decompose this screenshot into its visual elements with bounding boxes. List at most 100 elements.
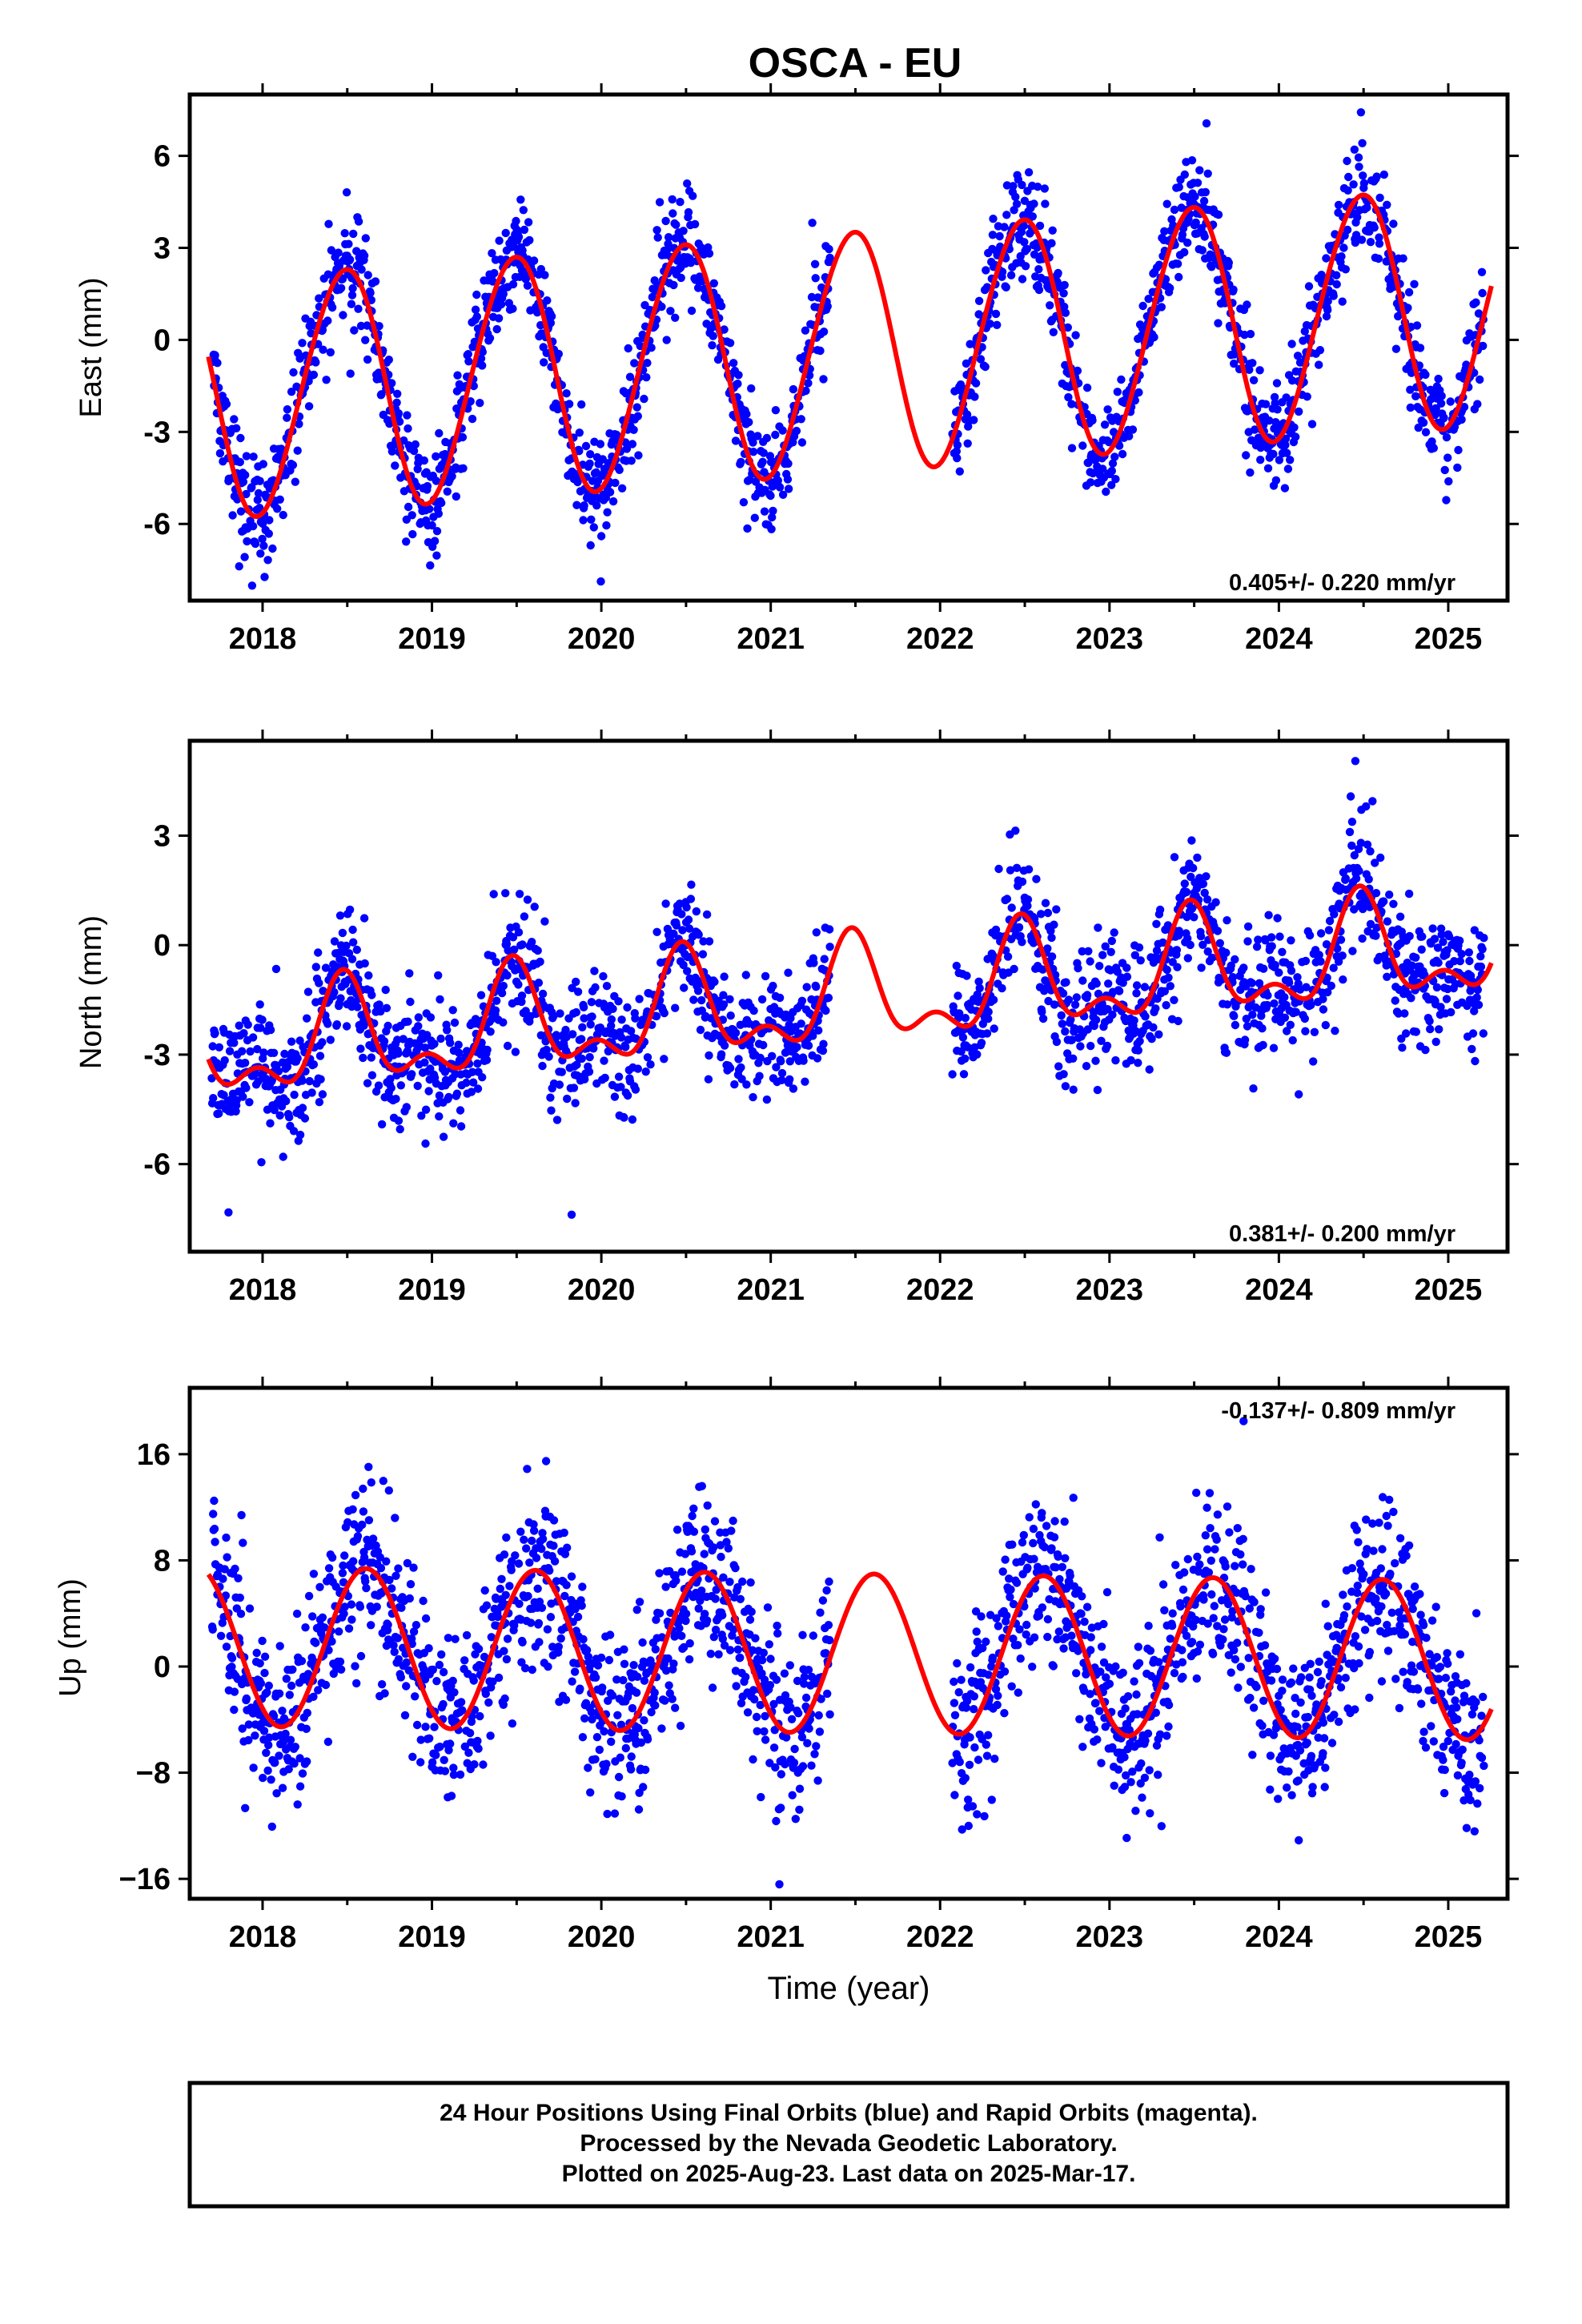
east-data-point [1002, 211, 1010, 219]
north-data-point [1239, 963, 1247, 971]
east-data-point [493, 325, 501, 333]
east-data-point [249, 522, 257, 530]
north-data-point [628, 1116, 636, 1124]
north-data-point [1037, 910, 1045, 918]
up-data-point [460, 1656, 468, 1664]
north-data-point [383, 1022, 391, 1030]
up-data-point [586, 1788, 594, 1796]
up-data-point [544, 1663, 552, 1671]
up-data-point [362, 1584, 370, 1592]
north-data-point [825, 943, 833, 951]
north-data-point [498, 989, 506, 997]
north-data-point [620, 1113, 628, 1121]
up-data-point [644, 1735, 652, 1743]
north-data-point [685, 915, 693, 923]
north-data-point [436, 1035, 444, 1043]
east-data-point [705, 249, 713, 257]
up-data-point [378, 1680, 386, 1688]
north-data-point [634, 1064, 642, 1072]
up-data-point [822, 1586, 830, 1594]
up-data-point [528, 1666, 536, 1674]
east-data-point [327, 348, 335, 356]
north-data-point [536, 958, 544, 966]
up-data-point [436, 1661, 444, 1669]
north-data-point [1428, 924, 1436, 932]
north-data-point [455, 1041, 463, 1049]
up-data-point [267, 1775, 275, 1783]
north-data-point [226, 1047, 234, 1055]
up-data-point [211, 1525, 219, 1533]
up-data-point [287, 1736, 295, 1744]
east-data-point [590, 523, 598, 531]
east-data-point [737, 458, 745, 466]
north-data-point [1065, 995, 1073, 1003]
north-data-point [763, 1096, 771, 1104]
east-data-point [213, 359, 221, 367]
north-data-point [408, 1070, 416, 1078]
up-data-point [319, 1614, 327, 1622]
east-data-point [343, 188, 351, 196]
east-data-point [490, 269, 498, 277]
up-data-point [766, 1681, 774, 1689]
up-data-point [419, 1597, 427, 1605]
up-data-point [726, 1646, 734, 1654]
north-data-point [518, 991, 526, 999]
north-data-point [1405, 890, 1413, 898]
north-data-point [825, 925, 833, 933]
east-data-point [576, 428, 584, 436]
north-data-point [1048, 952, 1056, 960]
east-data-point [1046, 301, 1054, 309]
north-data-point [1271, 961, 1279, 969]
north-data-point [1230, 1012, 1238, 1020]
north-data-point [298, 1076, 306, 1084]
north-x-tick-label: 2024 [1245, 1273, 1313, 1307]
east-data-point [1129, 425, 1137, 433]
north-data-point [1052, 905, 1060, 913]
north-data-point [1070, 1086, 1078, 1094]
north-data-point [1264, 911, 1272, 919]
up-data-point [479, 1760, 487, 1768]
up-data-point [765, 1640, 773, 1648]
north-data-point [761, 972, 769, 980]
up-data-point [504, 1634, 512, 1642]
east-data-point [964, 440, 972, 448]
east-data-point [1410, 280, 1418, 288]
up-data-point [760, 1727, 768, 1735]
up-data-point [351, 1662, 359, 1670]
up-data-point [551, 1557, 559, 1565]
up-data-point [211, 1538, 219, 1546]
north-data-point [1316, 957, 1324, 965]
up-data-point [751, 1634, 759, 1642]
up-data-point [591, 1755, 599, 1763]
north-x-tick-label: 2025 [1415, 1273, 1483, 1307]
up-data-point [703, 1616, 711, 1624]
east-data-point [228, 511, 236, 519]
north-data-point [1092, 1015, 1100, 1023]
up-data-point [688, 1547, 696, 1555]
east-data-point [298, 339, 306, 347]
up-data-point [258, 1637, 266, 1645]
north-data-point [758, 995, 766, 1003]
up-data-point [516, 1528, 524, 1536]
east-data-point [1295, 408, 1303, 416]
up-data-point [616, 1754, 624, 1762]
east-data-point [1248, 359, 1256, 367]
up-data-point [422, 1614, 430, 1622]
east-data-point [989, 215, 997, 223]
east-data-point [361, 336, 369, 344]
north-data-point [590, 967, 598, 975]
north-data-point [449, 1120, 457, 1128]
east-y-axis-label: East (mm) [74, 277, 108, 417]
east-data-point [1392, 345, 1400, 353]
east-data-point [1030, 199, 1038, 207]
north-data-point [1231, 955, 1239, 963]
up-data-point [251, 1731, 259, 1739]
up-data-point [451, 1635, 459, 1643]
north-data-point [1123, 973, 1131, 981]
up-data-point [246, 1604, 254, 1612]
east-data-point [249, 452, 257, 460]
up-data-point [535, 1638, 543, 1646]
north-data-point [1267, 933, 1275, 941]
north-data-point [1317, 929, 1325, 937]
up-data-point [790, 1745, 798, 1753]
